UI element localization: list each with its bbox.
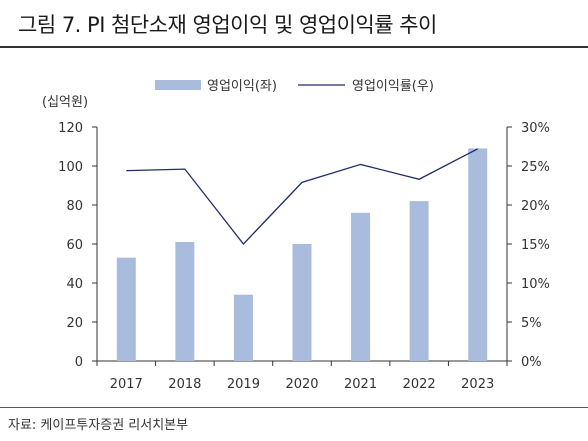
y-right-tick-label: 5% — [521, 316, 542, 331]
x-tick-label: 2022 — [403, 377, 436, 392]
source-divider — [0, 407, 588, 408]
x-tick-label: 2017 — [110, 377, 143, 392]
y-right-tick-label: 10% — [521, 277, 550, 292]
y-axis-unit-label: (십억원) — [42, 95, 88, 110]
legend-bar-label: 영업이익(좌) — [207, 79, 277, 94]
legend: 영업이익(좌) 영업이익률(우) — [155, 79, 434, 94]
bar — [233, 294, 253, 361]
source-note: 자료: 케이프투자증권 리서치본부 — [8, 418, 189, 433]
legend-line-label: 영업이익률(우) — [352, 79, 434, 94]
bar — [116, 257, 136, 361]
x-tick-label: 2023 — [461, 377, 494, 392]
y-left-tick-label: 60 — [66, 238, 83, 253]
legend-bar-swatch — [155, 80, 201, 90]
bar — [468, 148, 488, 361]
margin-line — [126, 148, 479, 245]
y-left-tick-label: 20 — [66, 316, 83, 331]
chart: 영업이익(좌) 영업이익률(우) (십억원) 0 20 40 60 80 100 120 0%… — [42, 79, 550, 392]
y-left-tick-label: 120 — [58, 121, 83, 136]
y-left-tick-label: 100 — [58, 160, 83, 175]
y-left-tick-label: 80 — [66, 199, 83, 214]
bar — [351, 212, 371, 361]
bar — [292, 244, 312, 361]
y-left-tick-label: 40 — [66, 277, 83, 292]
x-tick-label: 2018 — [168, 377, 201, 392]
title-divider — [0, 46, 588, 48]
x-tick-label: 2019 — [227, 377, 260, 392]
y-right-tick-label: 15% — [521, 238, 550, 253]
y-right-tick-label: 20% — [521, 199, 550, 214]
bar — [175, 242, 195, 361]
y-right-tick-label: 25% — [521, 160, 550, 175]
x-tick-label: 2020 — [285, 377, 318, 392]
x-tick-label: 2021 — [344, 377, 377, 392]
y-right-tick-label: 30% — [521, 121, 550, 136]
plot-area: 0 20 40 60 80 100 120 0% 5% 10% 15% 20% 25% 30% 2017 20… — [58, 121, 550, 392]
chart-title: 그림 7. PI 첨단소재 영업이익 및 영업이익률 추이 — [18, 13, 437, 37]
bar — [409, 201, 429, 361]
y-left-tick-label: 0 — [75, 355, 83, 370]
y-right-tick-label: 0% — [521, 355, 542, 370]
